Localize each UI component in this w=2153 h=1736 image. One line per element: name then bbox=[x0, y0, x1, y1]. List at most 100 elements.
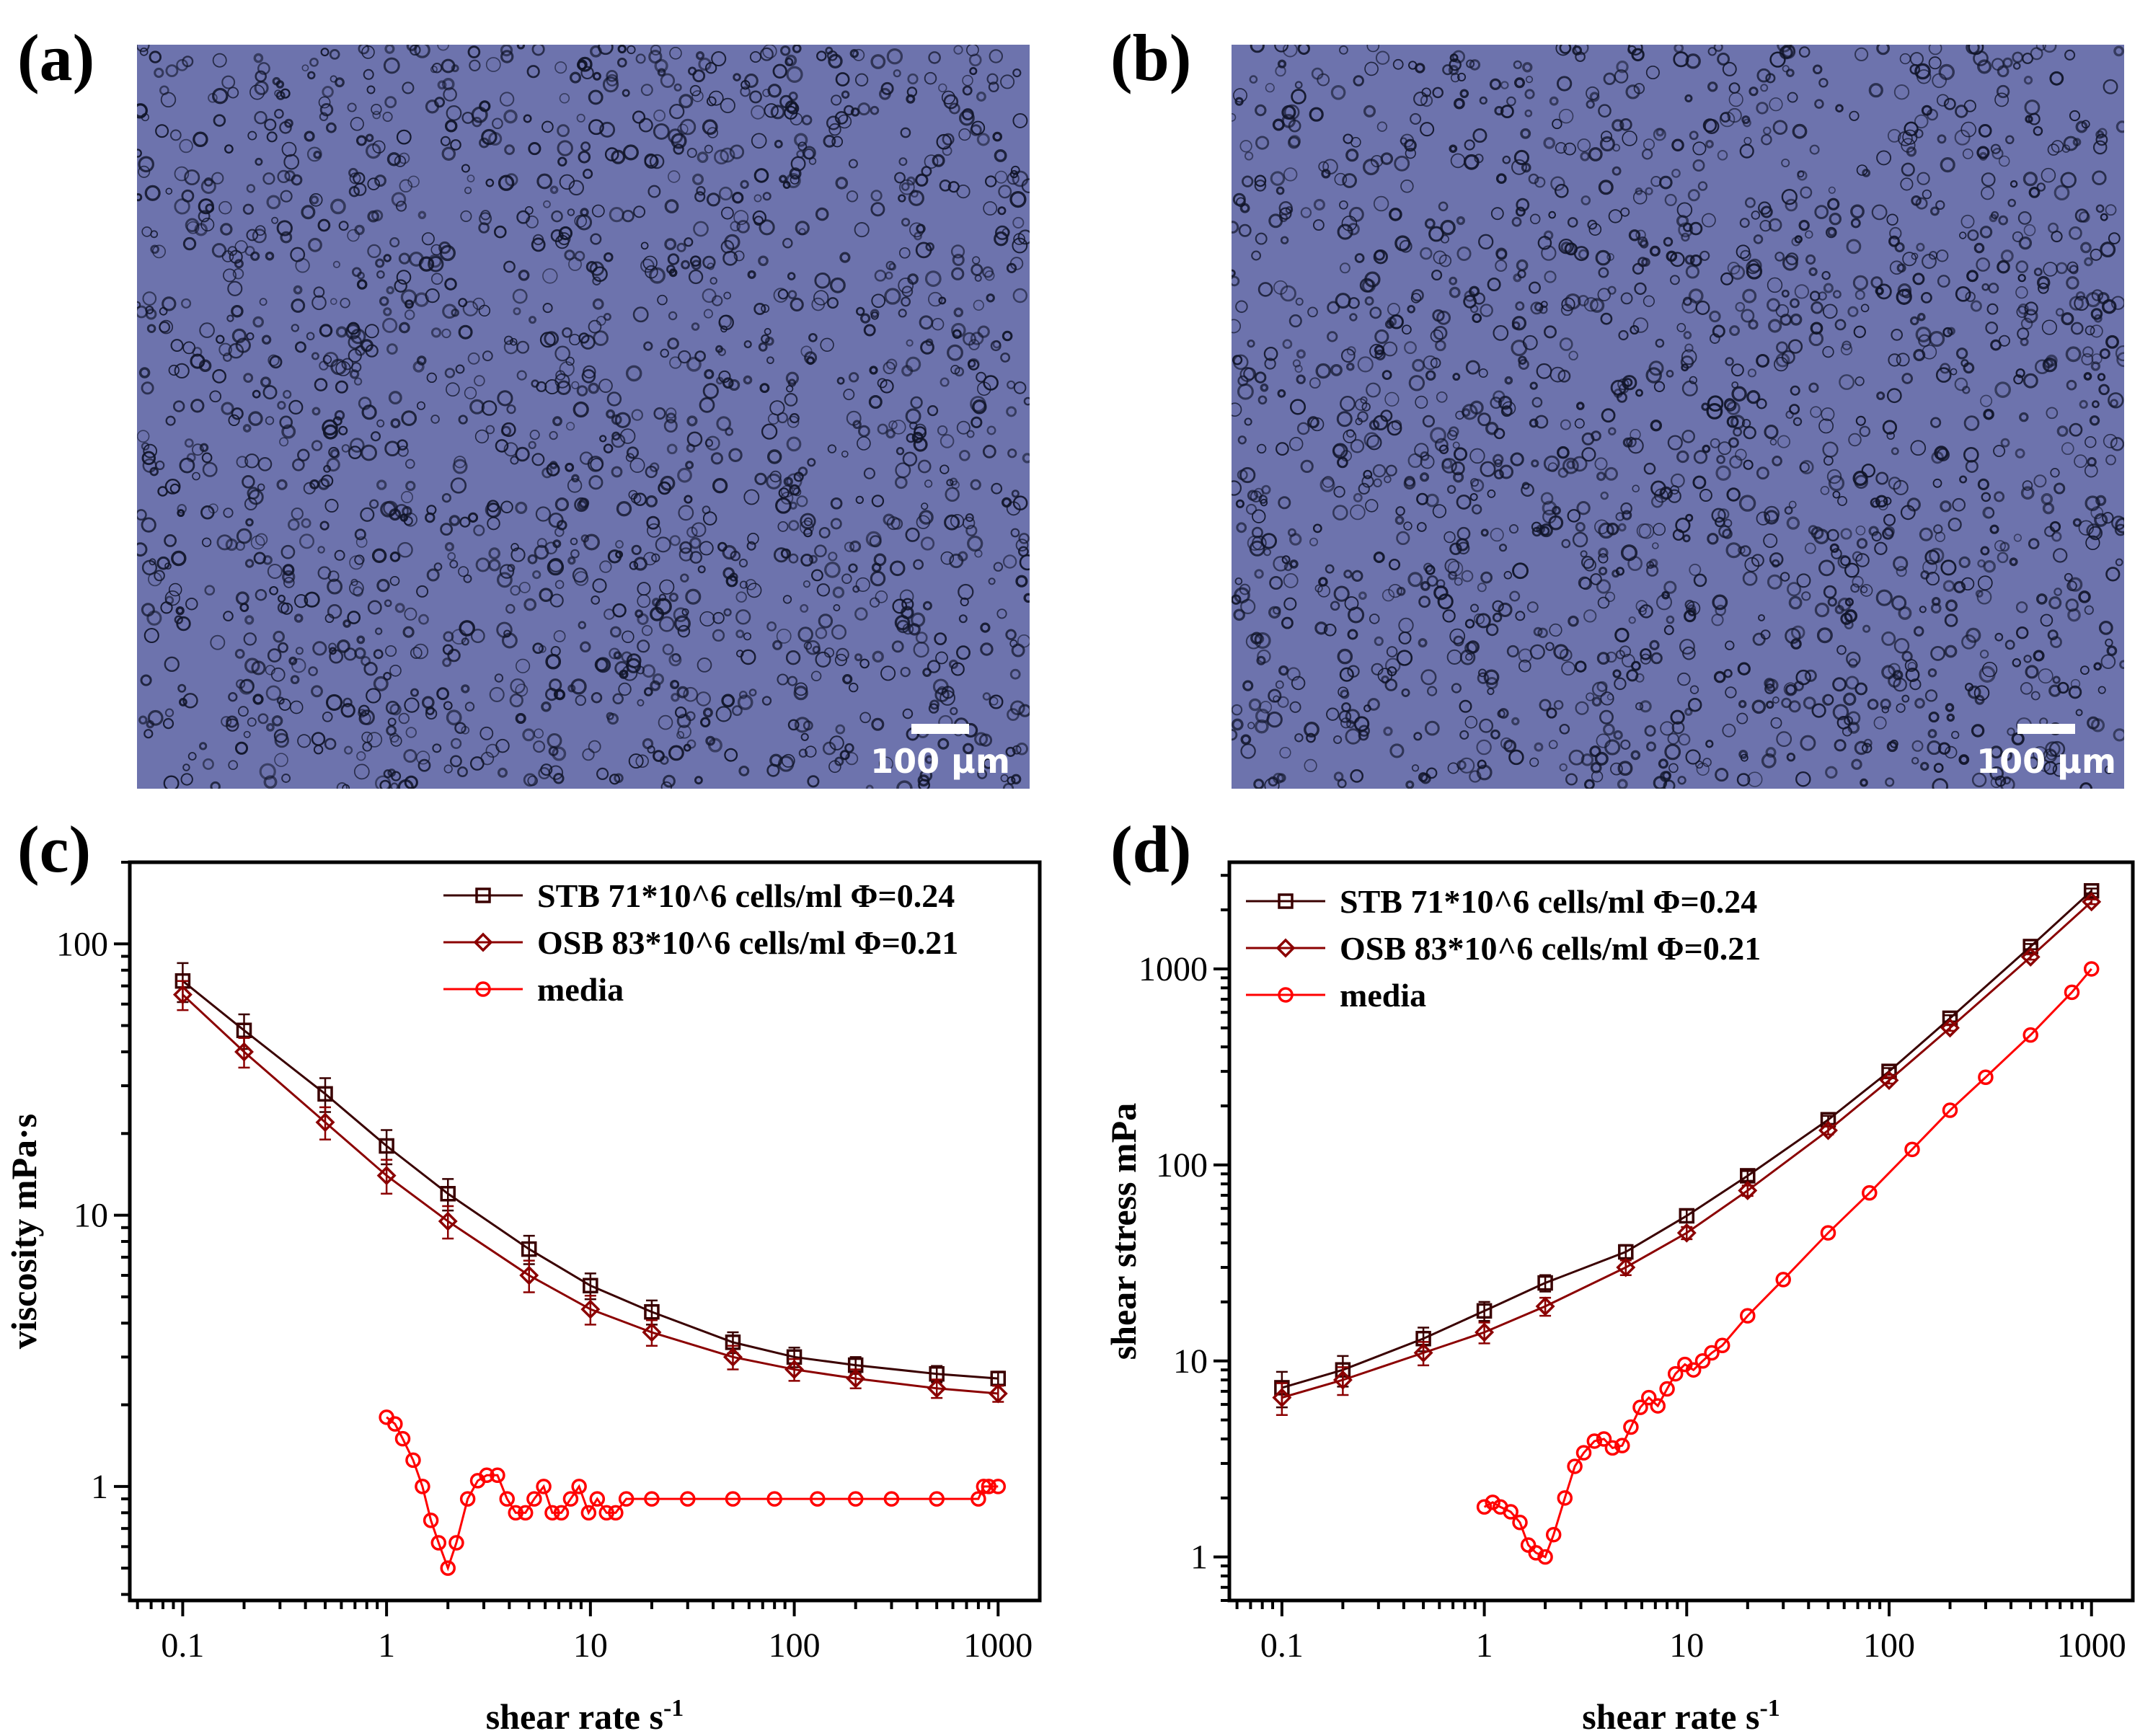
cell bbox=[1850, 583, 1860, 593]
cell bbox=[444, 278, 457, 291]
cell bbox=[633, 557, 647, 571]
cell bbox=[886, 48, 903, 65]
cell bbox=[384, 45, 395, 54]
cell bbox=[354, 528, 366, 541]
cell bbox=[971, 416, 983, 429]
data-point bbox=[1586, 1433, 1603, 1449]
cell bbox=[956, 185, 971, 199]
cell bbox=[612, 693, 624, 705]
legend-label: STB 71*10^6 cells/ml Φ=0.24 bbox=[1340, 883, 1757, 920]
cell bbox=[182, 236, 197, 251]
data-point bbox=[1738, 1180, 1758, 1200]
cell bbox=[722, 544, 737, 560]
cell bbox=[262, 555, 273, 565]
cell bbox=[216, 534, 233, 551]
data-point bbox=[1978, 1069, 1994, 1086]
cell bbox=[1357, 411, 1369, 422]
cell bbox=[740, 649, 756, 665]
cell bbox=[2036, 593, 2048, 605]
cell bbox=[182, 341, 196, 355]
cell bbox=[1233, 88, 1247, 103]
cell bbox=[1476, 739, 1492, 756]
cell bbox=[389, 664, 402, 677]
cell bbox=[880, 81, 894, 95]
cell bbox=[1772, 456, 1782, 466]
cell bbox=[710, 452, 724, 465]
cell bbox=[1792, 417, 1803, 427]
cell bbox=[1761, 753, 1777, 769]
cell bbox=[349, 369, 360, 379]
cell bbox=[2074, 454, 2087, 469]
data-point bbox=[2082, 892, 2102, 912]
cell bbox=[198, 210, 211, 223]
cell bbox=[1685, 749, 1701, 765]
data-point bbox=[376, 1166, 397, 1186]
cell bbox=[1232, 729, 1238, 741]
cell bbox=[863, 467, 876, 479]
cell bbox=[720, 147, 735, 163]
cell bbox=[322, 355, 332, 364]
cell bbox=[356, 279, 368, 290]
cell bbox=[721, 206, 734, 220]
cell bbox=[625, 365, 642, 382]
cell bbox=[739, 580, 748, 589]
cell bbox=[234, 649, 245, 659]
cell bbox=[980, 622, 991, 633]
cell bbox=[376, 419, 385, 428]
cell bbox=[1407, 572, 1423, 588]
cell bbox=[1366, 435, 1382, 451]
cell bbox=[786, 436, 802, 452]
cell bbox=[384, 96, 397, 109]
cell bbox=[956, 645, 971, 660]
cell bbox=[1913, 626, 1924, 637]
cell bbox=[885, 358, 898, 370]
cell bbox=[662, 643, 674, 655]
cell bbox=[142, 291, 157, 306]
data-point bbox=[317, 1086, 333, 1102]
cell bbox=[969, 67, 978, 76]
cell bbox=[1440, 219, 1456, 236]
cell bbox=[1717, 52, 1730, 66]
cell bbox=[1529, 757, 1539, 767]
cell bbox=[1255, 709, 1270, 724]
cell bbox=[2052, 763, 2067, 777]
legend-label: media bbox=[1340, 977, 1426, 1014]
cell bbox=[1306, 732, 1316, 743]
cell bbox=[283, 577, 295, 588]
cell bbox=[1962, 148, 1973, 159]
cell bbox=[487, 500, 500, 513]
cell bbox=[1339, 262, 1350, 274]
cell bbox=[187, 752, 197, 761]
cell bbox=[1330, 601, 1340, 611]
cell bbox=[198, 359, 212, 373]
cell bbox=[284, 118, 293, 128]
cell bbox=[1919, 527, 1933, 541]
cell bbox=[244, 657, 260, 674]
cell bbox=[924, 154, 939, 169]
cell bbox=[1612, 569, 1620, 578]
cell bbox=[1715, 465, 1731, 481]
micrograph-a-image: 100 µm bbox=[137, 45, 1030, 789]
cell bbox=[499, 564, 515, 579]
cell bbox=[913, 437, 928, 452]
cell bbox=[1887, 128, 1901, 143]
cell bbox=[366, 732, 383, 748]
cell bbox=[1728, 92, 1743, 107]
cell bbox=[1254, 719, 1269, 734]
cell bbox=[962, 85, 973, 96]
cell bbox=[1966, 270, 1979, 283]
cell bbox=[1327, 301, 1340, 314]
cell bbox=[461, 164, 470, 173]
cell bbox=[1989, 213, 1998, 223]
cell bbox=[641, 624, 653, 637]
cell bbox=[516, 45, 526, 50]
cell bbox=[1313, 198, 1325, 211]
cell bbox=[252, 229, 267, 244]
cell bbox=[469, 399, 485, 415]
cell bbox=[266, 131, 278, 143]
cell bbox=[901, 365, 914, 377]
cell bbox=[2090, 506, 2104, 519]
data-point bbox=[1940, 1018, 1960, 1038]
cell bbox=[2060, 172, 2077, 188]
cell bbox=[711, 50, 727, 67]
